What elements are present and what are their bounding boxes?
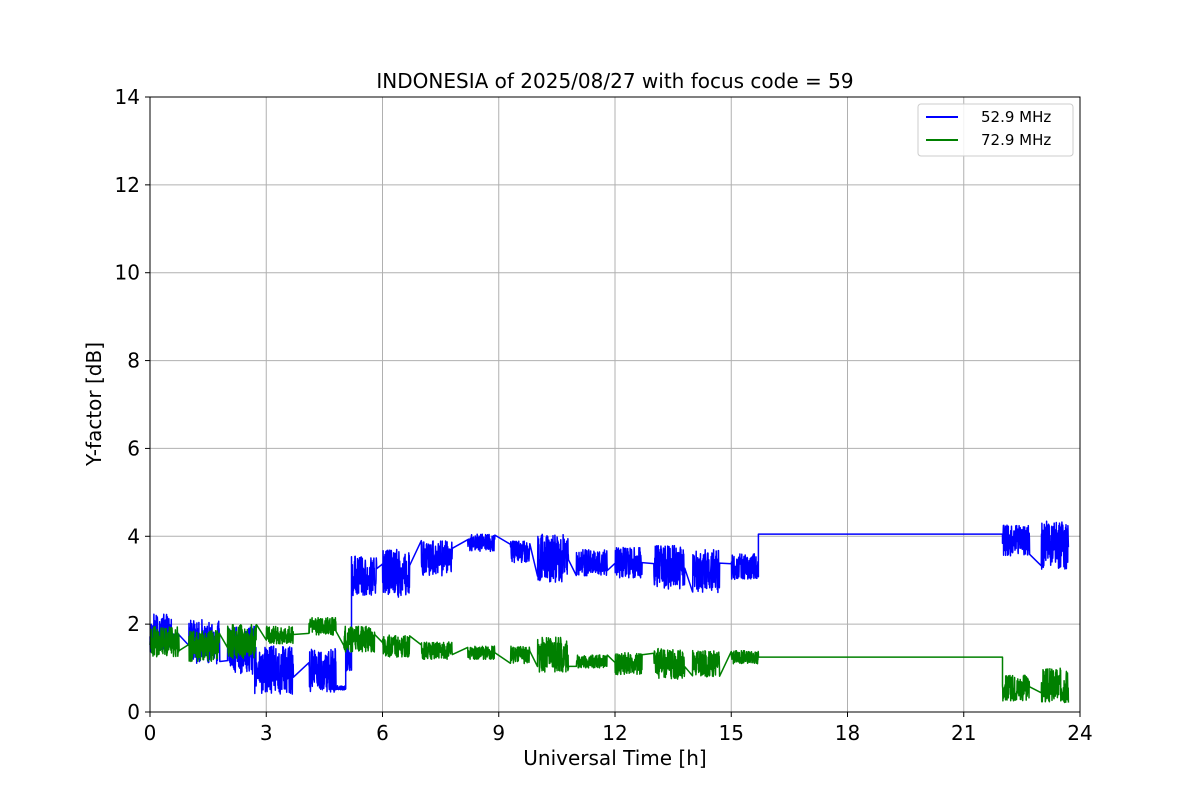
x-tick-label: 12 (602, 721, 627, 745)
y-axis-label: Y-factor [dB] (82, 342, 106, 467)
y-tick-label: 2 (127, 612, 140, 636)
y-tick-label: 14 (115, 85, 140, 109)
y-tick-label: 0 (127, 700, 140, 724)
x-tick-label: 3 (260, 721, 273, 745)
x-axis-label: Universal Time [h] (523, 746, 706, 770)
legend-label: 52.9 MHz (981, 108, 1051, 126)
y-tick-label: 12 (115, 173, 140, 197)
series-layer (149, 520, 1070, 704)
x-tick-label: 6 (376, 721, 389, 745)
y-tick-label: 6 (127, 436, 140, 460)
series-line-2 (149, 616, 1070, 704)
x-tick-label: 18 (835, 721, 860, 745)
x-tick-label: 9 (492, 721, 505, 745)
legend: 52.9 MHz 72.9 MHz (917, 103, 1074, 157)
x-tick-label: 0 (144, 721, 157, 745)
x-tick-label: 15 (719, 721, 744, 745)
y-tick-label: 10 (115, 261, 140, 285)
x-tick-label: 24 (1067, 721, 1092, 745)
y-tick-label: 4 (127, 524, 140, 548)
chart-title: INDONESIA of 2025/08/27 with focus code … (376, 69, 853, 93)
legend-label: 72.9 MHz (981, 131, 1051, 149)
x-tick-label: 21 (951, 721, 976, 745)
y-tick-label: 8 (127, 349, 140, 373)
